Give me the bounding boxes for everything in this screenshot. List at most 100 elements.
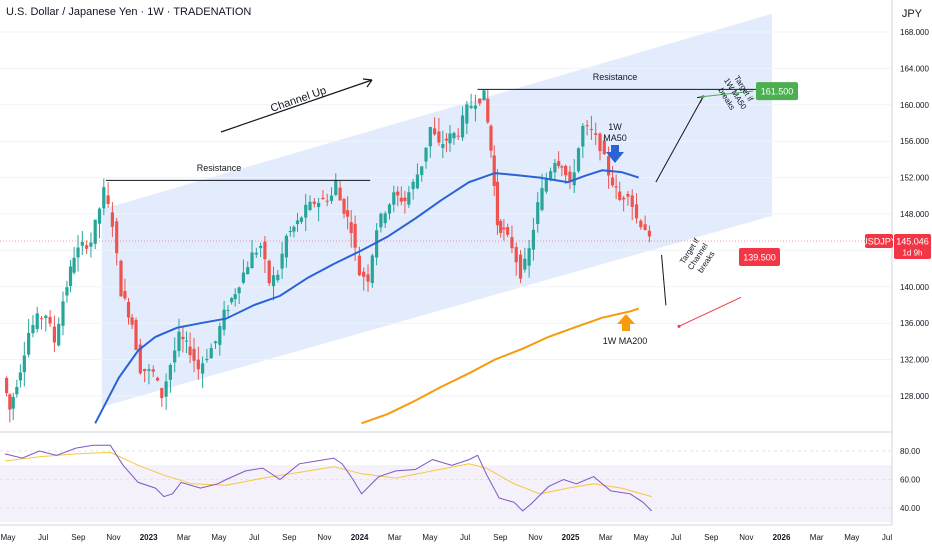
candle-body xyxy=(639,220,643,228)
channel-polygon xyxy=(101,13,772,407)
candle-body xyxy=(437,131,441,143)
target-down-badge xyxy=(739,248,780,266)
ma50-label-line2: MA50 xyxy=(603,133,627,143)
time-tick-label: Sep xyxy=(704,533,719,542)
rsi-tick-label: 60.00 xyxy=(900,476,921,485)
price-tick-label: 140.000 xyxy=(900,283,929,292)
candle-body xyxy=(499,220,503,233)
candle-body xyxy=(428,127,432,147)
candle-body xyxy=(72,257,76,273)
candle-body xyxy=(119,260,123,297)
candle-body xyxy=(634,204,639,219)
candle-body xyxy=(452,132,456,139)
candle-body xyxy=(482,90,486,101)
candle-body xyxy=(349,222,353,234)
chart-title: U.S. Dollar / Japanese Yen · 1W · TRADEN… xyxy=(6,6,252,18)
candle-body xyxy=(263,241,267,260)
candle-body xyxy=(250,252,254,269)
candle-body xyxy=(115,221,119,254)
price-tick-label: 148.000 xyxy=(900,210,929,219)
candle-body xyxy=(237,287,241,294)
candle-body xyxy=(581,125,585,147)
candle-body xyxy=(8,394,12,410)
candle-body xyxy=(80,241,84,246)
target-down-value: 139.500 xyxy=(743,253,776,263)
rsi-tick-label: 80.00 xyxy=(900,447,921,456)
candle-body xyxy=(411,181,415,190)
channel-up-arrow-head xyxy=(362,78,373,88)
candle-body xyxy=(226,310,230,312)
candle-body xyxy=(465,104,469,124)
candle-body xyxy=(304,204,308,218)
candle-body xyxy=(478,98,482,104)
candle-body xyxy=(441,143,445,148)
price-tick-label: 164.000 xyxy=(900,64,929,73)
time-tick-label: Mar xyxy=(599,533,613,542)
price-tick-label: 168.000 xyxy=(900,28,929,37)
candle-body xyxy=(549,171,553,180)
candle-body xyxy=(473,105,478,109)
candle-body xyxy=(647,230,652,237)
candle-body xyxy=(151,369,155,372)
candle-body xyxy=(276,274,280,281)
candle-body xyxy=(168,365,173,380)
candle-body xyxy=(325,200,329,202)
candle-body xyxy=(506,227,510,235)
candle-body xyxy=(610,177,615,186)
price-axis-bg xyxy=(892,0,932,525)
candle-body xyxy=(370,255,374,284)
time-tick-label: May xyxy=(422,533,437,542)
candle-body xyxy=(399,197,403,202)
time-tick-label: Sep xyxy=(282,533,297,542)
candle-body xyxy=(564,165,568,176)
candle-body xyxy=(383,213,387,224)
candle-body xyxy=(308,201,312,210)
candle-body xyxy=(15,386,19,395)
channel-up-arrow-line xyxy=(220,79,373,133)
candle-body xyxy=(346,210,350,217)
time-tick-label: 2026 xyxy=(773,533,791,542)
candle-body xyxy=(44,315,48,318)
candle-body xyxy=(102,187,106,209)
price-tick-label: 156.000 xyxy=(900,137,929,146)
candle-body xyxy=(329,195,334,201)
price-grid xyxy=(0,31,892,397)
time-tick-label: Jul xyxy=(882,533,892,542)
time-tick-label: May xyxy=(633,533,648,542)
candle-body xyxy=(188,346,192,356)
time-tick-label: Jul xyxy=(249,533,259,542)
candle-body xyxy=(218,326,222,345)
candle-body xyxy=(342,199,346,214)
candle-body xyxy=(230,298,234,303)
currency-label[interactable]: JPY xyxy=(901,8,922,20)
time-tick-label: Jul xyxy=(38,533,48,542)
symbol-tag xyxy=(865,234,893,248)
time-tick-label: Nov xyxy=(739,533,753,542)
candle-body xyxy=(618,191,622,200)
target-up-value: 161.500 xyxy=(761,87,794,97)
candle-body xyxy=(448,133,452,144)
rsi-line xyxy=(4,444,652,512)
candle-body xyxy=(514,247,518,263)
target-down-line xyxy=(678,296,742,327)
candle-body xyxy=(22,355,26,373)
time-tick-label: 2024 xyxy=(351,533,369,542)
candle-body xyxy=(560,166,564,168)
candles xyxy=(5,89,652,423)
candle-body xyxy=(576,148,581,172)
candle-body xyxy=(97,208,102,224)
candle-body xyxy=(433,128,437,135)
candle-body xyxy=(39,318,44,320)
candle-body xyxy=(126,302,131,318)
candle-body xyxy=(134,320,138,350)
candle-body xyxy=(181,336,185,340)
candle-body xyxy=(52,326,57,343)
time-tick-label: Jul xyxy=(460,533,470,542)
candle-body xyxy=(213,341,218,344)
time-tick-label: May xyxy=(211,533,226,542)
target-down-dot xyxy=(677,324,681,328)
candle-body xyxy=(568,171,572,182)
candle-body xyxy=(415,174,420,189)
candle-body xyxy=(622,197,626,200)
candle-body xyxy=(295,220,300,225)
